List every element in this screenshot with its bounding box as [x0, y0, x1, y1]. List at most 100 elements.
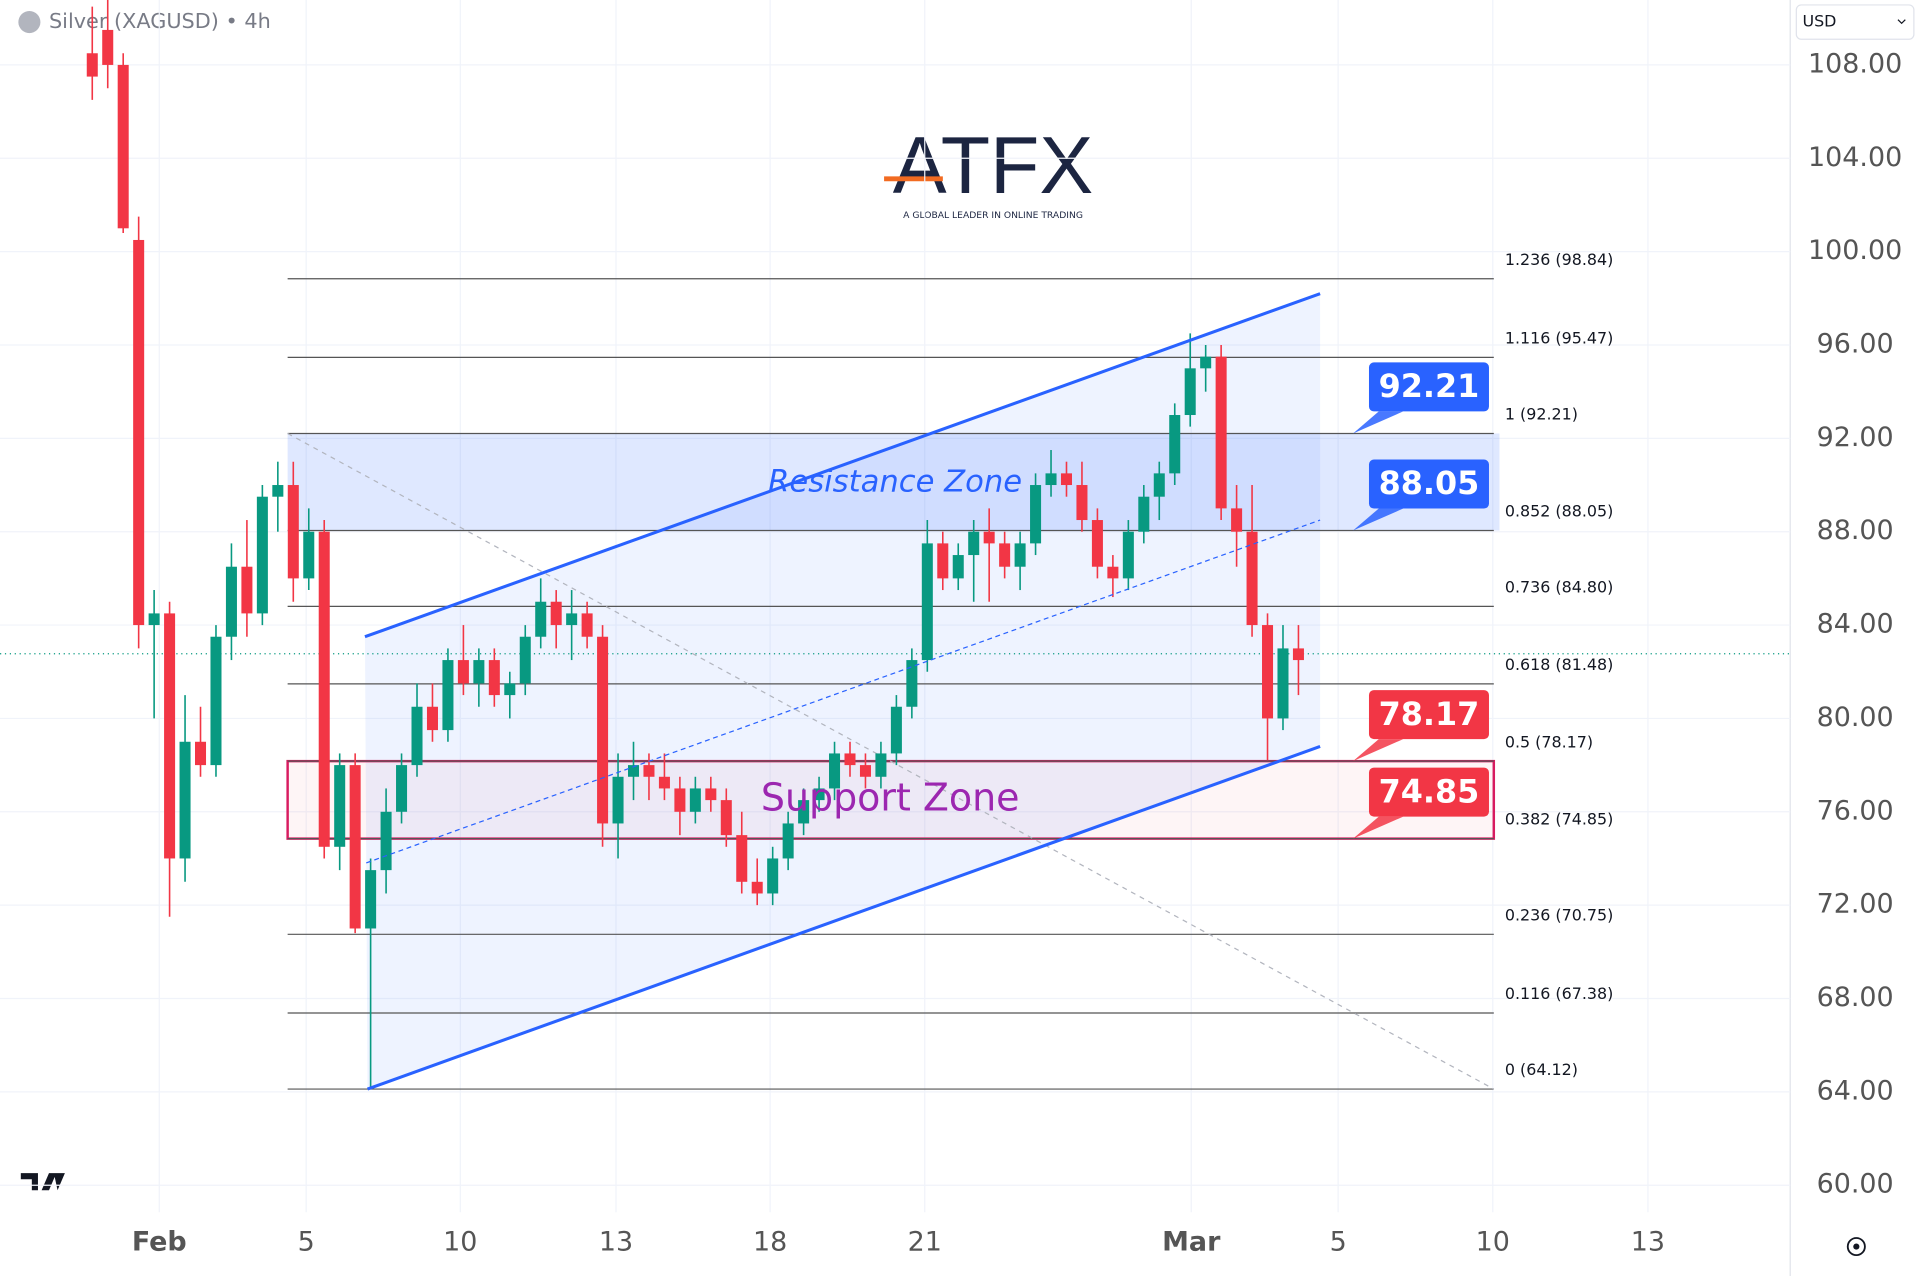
- candle-body: [1091, 520, 1103, 567]
- dropdown-arrow: [1897, 19, 1906, 25]
- zone: [287, 433, 1500, 531]
- y-tick-label: 64.00: [1817, 1075, 1894, 1106]
- badge-pointer: [1353, 411, 1404, 434]
- fib-label: 0.236 (70.75): [1505, 905, 1614, 924]
- candle-body: [612, 776, 624, 824]
- candle-body: [457, 660, 469, 684]
- y-tick-label: 80.00: [1817, 702, 1894, 733]
- candle-body: [1107, 566, 1119, 579]
- candle-body: [767, 858, 779, 894]
- candle-body: [937, 543, 949, 579]
- x-tick-label: Feb: [132, 1226, 187, 1257]
- trend-line: [287, 432, 1495, 1090]
- y-tick-label: 104.00: [1808, 142, 1902, 173]
- candle-body: [597, 636, 609, 824]
- candle-body: [148, 613, 160, 626]
- candle-body: [1045, 473, 1057, 486]
- logo-name: ATFX: [893, 121, 1093, 211]
- candle-body: [566, 613, 578, 626]
- candle-body: [798, 800, 810, 824]
- candle-body: [1246, 531, 1258, 626]
- candle-body: [86, 53, 98, 77]
- candle-body: [1076, 485, 1088, 521]
- fib-label: 0.382 (74.85): [1505, 810, 1614, 829]
- fib-label: 0.116 (67.38): [1505, 984, 1614, 1003]
- candle-body: [829, 753, 841, 789]
- candle-body: [1277, 648, 1289, 719]
- y-tick-label: 84.00: [1817, 609, 1894, 640]
- candle-body: [689, 788, 701, 812]
- fib-label: 0.852 (88.05): [1505, 502, 1614, 521]
- settings-ring: [1846, 1237, 1866, 1257]
- x-tick-label: 5: [298, 1226, 315, 1257]
- candle-body: [426, 706, 438, 731]
- badge-label: 92.21: [1379, 367, 1480, 405]
- candle-body: [241, 566, 253, 614]
- y-tick-label: 76.00: [1817, 795, 1894, 826]
- badge-label: 78.17: [1379, 695, 1480, 733]
- badge-pointer: [1353, 739, 1404, 762]
- candle-body: [1200, 356, 1212, 369]
- candle-body: [210, 636, 222, 766]
- currency-select[interactable]: [1795, 4, 1915, 40]
- candle-body: [875, 753, 887, 777]
- badge-label: 88.05: [1379, 464, 1480, 502]
- candle-body: [102, 29, 114, 65]
- candle-body: [1153, 473, 1165, 497]
- fib-label: 0.5 (78.17): [1505, 732, 1593, 751]
- y-tick-label: 100.00: [1808, 235, 1902, 266]
- candle-body: [442, 660, 454, 731]
- candle-body: [164, 613, 176, 859]
- candle-body: [581, 613, 593, 637]
- price-badge: [1368, 767, 1489, 817]
- fib-label: 1.116 (95.47): [1505, 328, 1614, 347]
- candle-body: [535, 601, 547, 637]
- y-tick-label: 60.00: [1817, 1169, 1894, 1200]
- candle-body: [287, 485, 299, 579]
- price-badge: [1368, 690, 1489, 740]
- candle-body: [256, 496, 268, 614]
- candle-body: [365, 870, 377, 929]
- candle-body: [396, 765, 408, 812]
- settings-dot: [1853, 1243, 1860, 1250]
- candle-body: [890, 706, 902, 754]
- candle-body: [859, 765, 871, 777]
- candle-body: [1215, 356, 1227, 509]
- fib-label: 0 (64.12): [1505, 1060, 1578, 1079]
- y-tick-label: 72.00: [1817, 889, 1894, 920]
- candle-body: [504, 683, 516, 696]
- y-tick-label: 96.00: [1817, 328, 1894, 359]
- y-tick-label: 108.00: [1808, 48, 1902, 79]
- y-tick-label: 92.00: [1817, 422, 1894, 453]
- channel-upper: [364, 292, 1321, 639]
- candle-body: [225, 566, 237, 637]
- fib-label: 1.236 (98.84): [1505, 250, 1614, 269]
- fib-label: 0.618 (81.48): [1505, 655, 1614, 674]
- candle-body: [318, 531, 330, 847]
- badge-pointer: [1353, 816, 1404, 839]
- candle-body: [117, 64, 129, 229]
- candle-body: [303, 531, 315, 579]
- settings-icon[interactable]: [1846, 1237, 1866, 1257]
- candle-body: [736, 835, 748, 882]
- x-tick-label: 18: [753, 1226, 787, 1257]
- candle-body: [643, 765, 655, 777]
- y-tick-label: 88.00: [1817, 515, 1894, 546]
- candle-body: [1169, 415, 1181, 474]
- badge-label: 74.85: [1379, 772, 1480, 810]
- candle-body: [1262, 625, 1274, 719]
- zone-label: Resistance Zone: [768, 465, 1022, 500]
- candle-body: [349, 765, 361, 929]
- channel-lower: [367, 744, 1321, 1091]
- candle-body: [1122, 531, 1134, 579]
- x-tick-label: Mar: [1162, 1226, 1221, 1257]
- x-tick-label: 21: [908, 1226, 942, 1257]
- candle-body: [1138, 496, 1150, 532]
- candle-body: [813, 788, 825, 801]
- candle-body: [1292, 648, 1304, 661]
- candle-body: [627, 765, 640, 777]
- candle-body: [999, 543, 1011, 567]
- fib-label: 0.736 (84.80): [1505, 578, 1614, 597]
- candle-body: [1014, 543, 1026, 567]
